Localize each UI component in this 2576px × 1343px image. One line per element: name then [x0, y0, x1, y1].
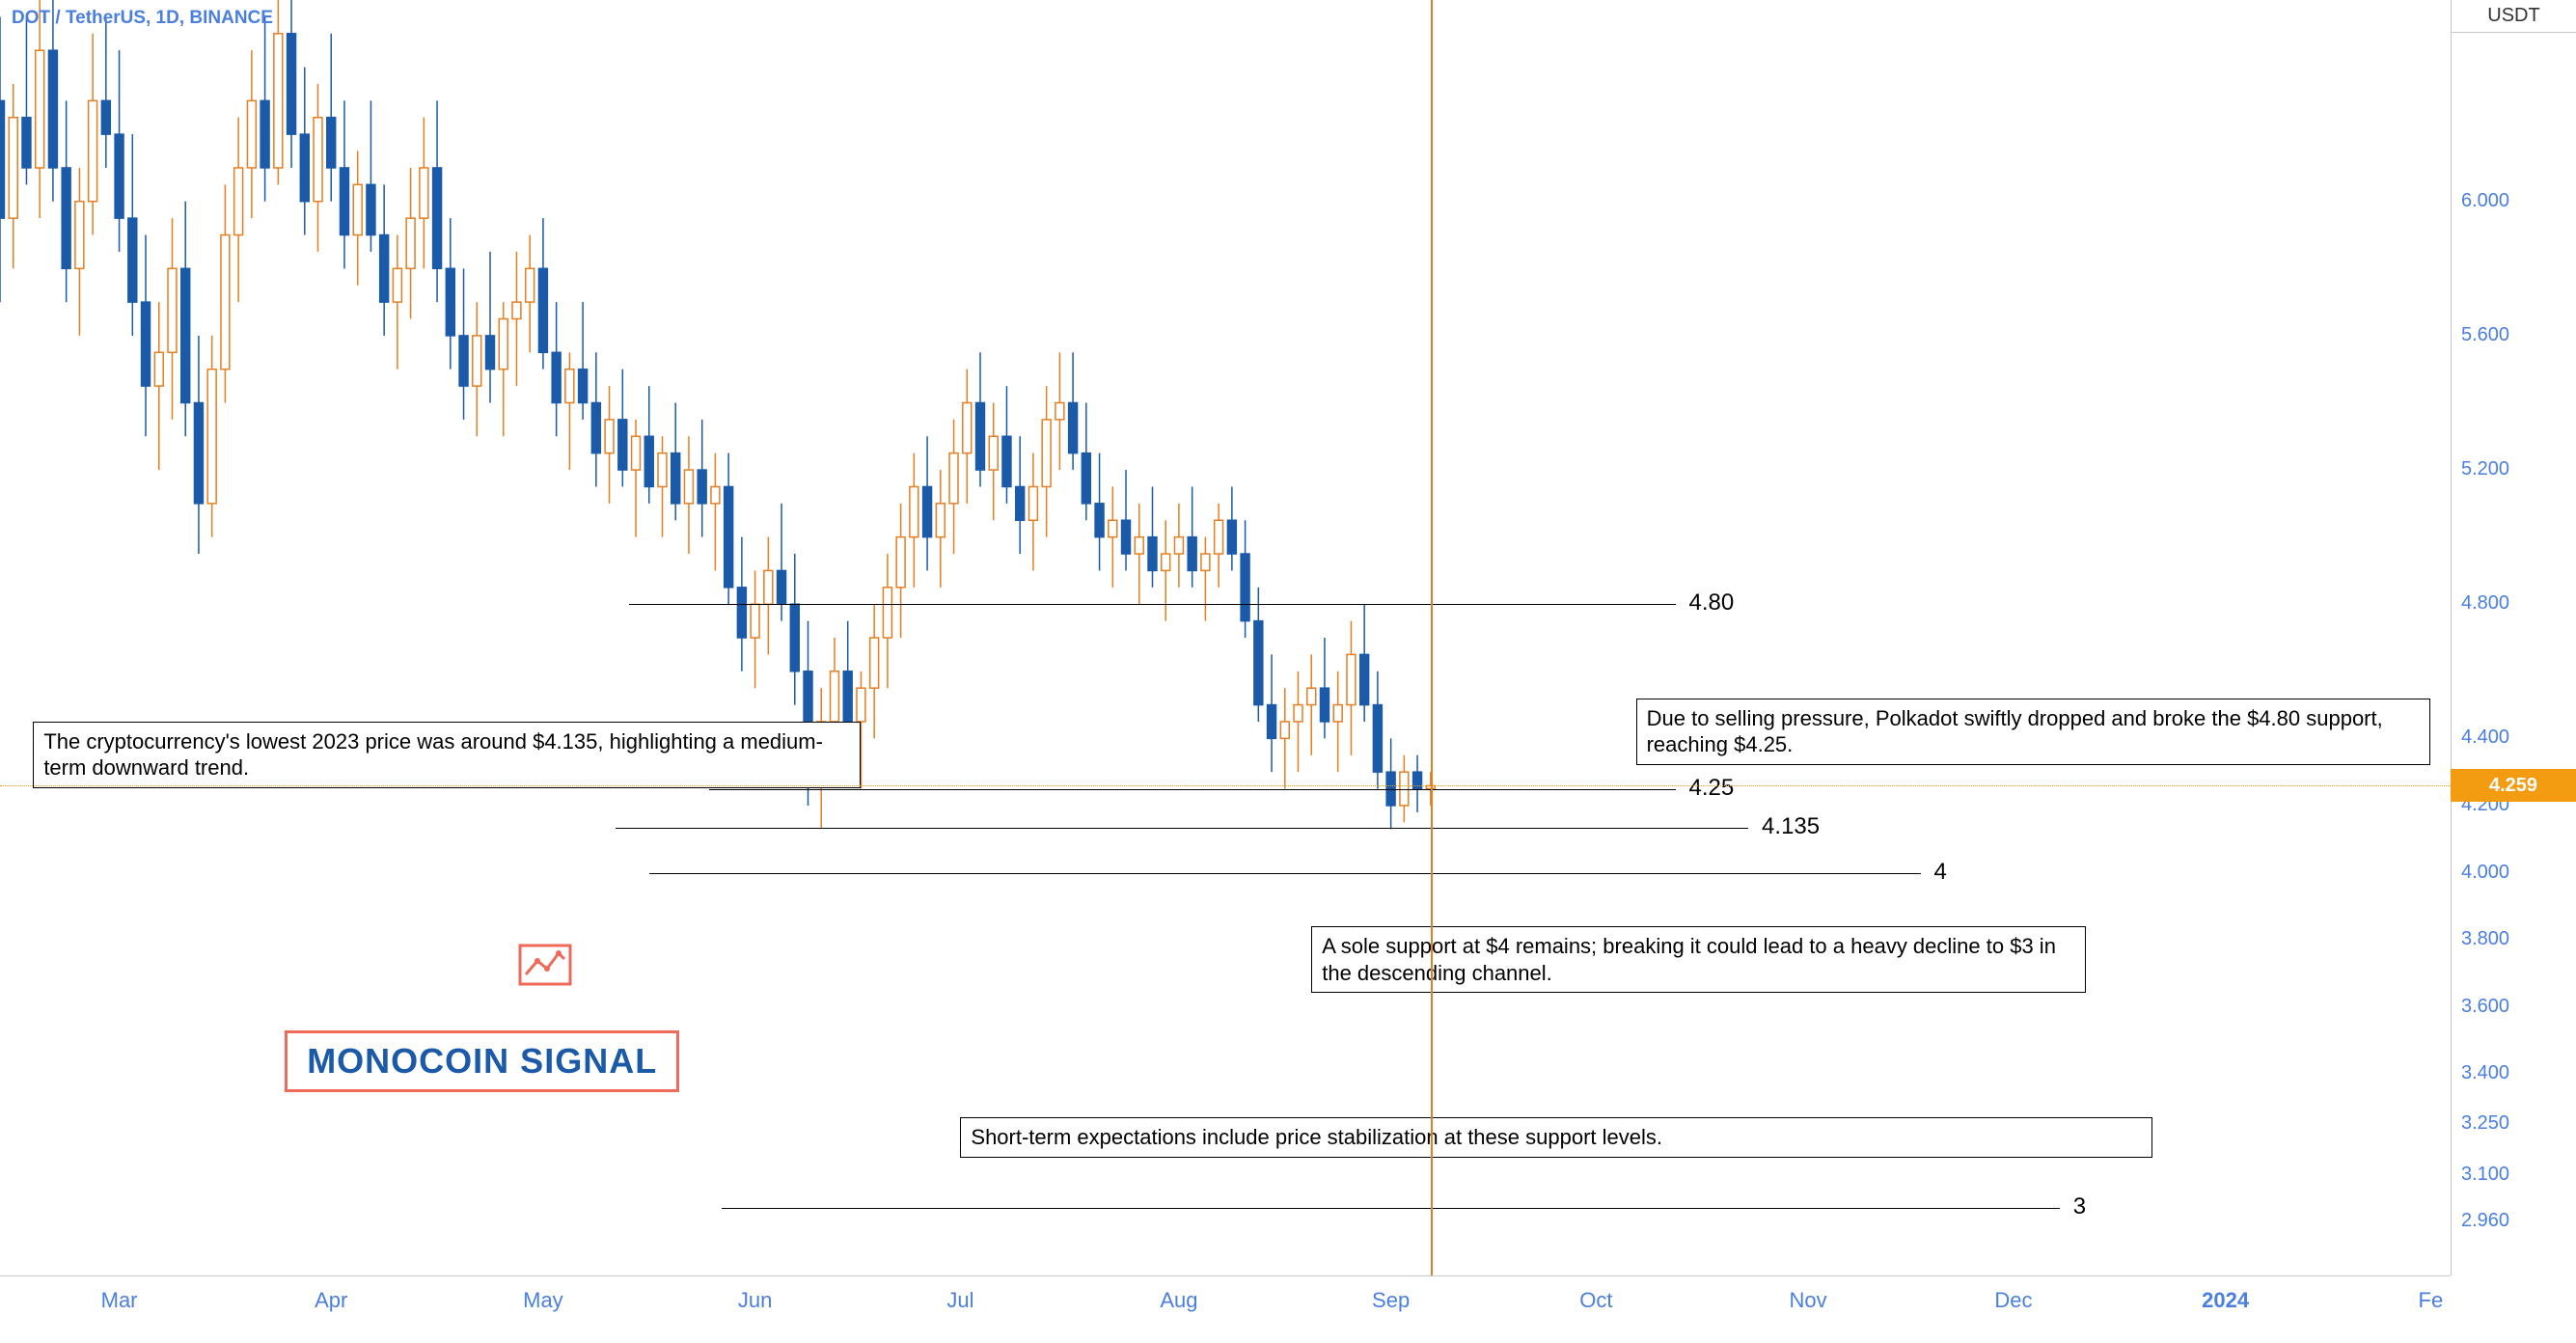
y-axis-header: USDT: [2452, 0, 2576, 33]
x-tick: Jun: [738, 1288, 772, 1313]
x-axis: Mar Apr May Jun Jul Aug Sep Oct Nov Dec 2024 Fe: [0, 1275, 2451, 1343]
chart-root: 4.80 4.25 4.135 4 3 The cryptocurrency's lowe…: [0, 0, 2576, 1343]
y-tick: 2.960: [2461, 1210, 2509, 1232]
y-tick: 5.600: [2461, 324, 2509, 346]
current-price-marker: 4.259: [2451, 769, 2576, 802]
x-tick: Apr: [315, 1288, 347, 1313]
support-line: [709, 789, 1676, 790]
x-tick: May: [523, 1288, 563, 1313]
annotation-box: The cryptocurrency's lowest 2023 price w…: [33, 722, 861, 788]
x-tick: Nov: [1790, 1288, 1827, 1313]
current-time-line: [1431, 0, 1433, 1275]
support-line: [649, 873, 1921, 874]
support-line-label: 4.25: [1689, 775, 1735, 802]
x-tick: Sep: [1372, 1288, 1410, 1313]
x-tick: Mar: [101, 1288, 138, 1313]
symbol-label: DOT / TetherUS, 1D, BINANCE: [12, 8, 273, 29]
y-tick: 3.400: [2461, 1062, 2509, 1084]
y-tick: 4.800: [2461, 592, 2509, 615]
y-axis: USDT 6.0005.6005.2004.8004.4004.2004.000…: [2451, 0, 2576, 1275]
logo-chart-icon: [516, 940, 574, 993]
x-tick: Oct: [1579, 1288, 1612, 1313]
logo-text: MONOCOIN SIGNAL: [285, 1030, 679, 1092]
annotation-box: Short-term expectations include price st…: [960, 1117, 2152, 1158]
support-line-label: 3: [2073, 1193, 2086, 1220]
support-line: [616, 828, 1748, 829]
x-tick: Jul: [946, 1288, 973, 1313]
y-tick: 4.400: [2461, 726, 2509, 749]
annotation-box: A sole support at $4 remains; breaking i…: [1311, 926, 2086, 993]
current-price-line: [0, 785, 2451, 786]
support-line-label: 4: [1934, 859, 1947, 886]
support-line-label: 4.80: [1689, 589, 1735, 617]
plot-area[interactable]: 4.80 4.25 4.135 4 3 The cryptocurrency's lowe…: [0, 0, 2451, 1275]
y-tick: 5.200: [2461, 458, 2509, 480]
y-tick: 3.250: [2461, 1112, 2509, 1135]
x-tick: Fe: [2419, 1288, 2444, 1313]
support-line-label: 4.135: [1762, 813, 1820, 840]
x-tick: 2024: [2202, 1288, 2249, 1313]
support-line: [722, 1208, 2060, 1209]
x-tick: Dec: [1994, 1288, 2032, 1313]
support-line: [629, 604, 1676, 605]
annotation-box: Due to selling pressure, Polkadot swiftl…: [1636, 699, 2431, 765]
y-tick: 3.800: [2461, 928, 2509, 950]
y-tick: 4.000: [2461, 862, 2509, 884]
x-tick: Aug: [1160, 1288, 1197, 1313]
y-tick: 3.100: [2461, 1164, 2509, 1186]
y-tick: 6.000: [2461, 190, 2509, 212]
y-tick: 3.600: [2461, 996, 2509, 1018]
